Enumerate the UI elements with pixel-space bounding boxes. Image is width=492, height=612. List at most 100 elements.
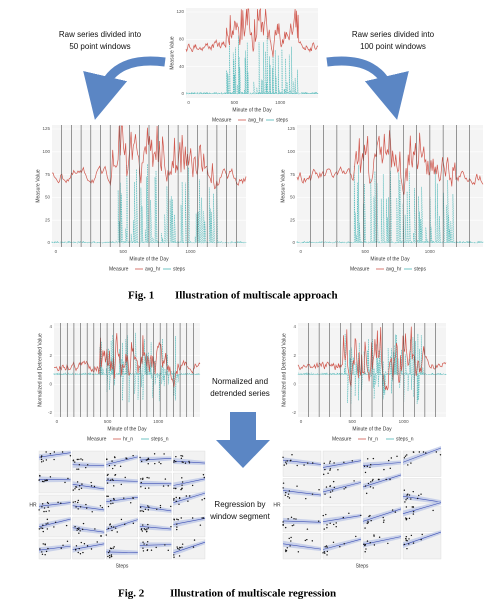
point bbox=[47, 522, 49, 524]
confidence-band bbox=[283, 457, 321, 467]
point bbox=[324, 493, 326, 495]
scatter-grid: HR Steps bbox=[29, 450, 206, 569]
point bbox=[420, 538, 422, 541]
point bbox=[142, 547, 144, 549]
x-tick-label: 1000 bbox=[153, 419, 164, 424]
point bbox=[306, 462, 309, 464]
x-tick-label: 500 bbox=[362, 249, 370, 254]
point bbox=[327, 472, 329, 474]
legend-label: hr_n bbox=[123, 436, 133, 442]
point bbox=[193, 539, 196, 541]
point bbox=[112, 526, 115, 528]
confidence-band bbox=[283, 540, 321, 552]
point bbox=[325, 545, 328, 547]
point bbox=[45, 451, 47, 453]
point bbox=[324, 468, 326, 471]
point bbox=[155, 546, 157, 549]
regression-line bbox=[402, 502, 442, 514]
confidence-band bbox=[403, 493, 441, 505]
point bbox=[77, 551, 79, 554]
regression-line bbox=[402, 447, 442, 463]
point bbox=[363, 543, 365, 545]
confidence-band bbox=[39, 517, 71, 530]
point bbox=[353, 480, 355, 482]
point bbox=[391, 509, 394, 511]
point bbox=[326, 524, 328, 526]
regression-line bbox=[173, 541, 206, 554]
point bbox=[162, 485, 165, 487]
point bbox=[176, 518, 178, 520]
note: Normalized and bbox=[212, 377, 268, 386]
point bbox=[283, 464, 285, 466]
point bbox=[173, 497, 175, 500]
point bbox=[418, 451, 421, 453]
point bbox=[154, 462, 156, 465]
point bbox=[173, 499, 175, 501]
point bbox=[377, 478, 380, 481]
point bbox=[81, 483, 83, 485]
regression-line bbox=[322, 460, 362, 468]
point bbox=[143, 528, 146, 530]
point bbox=[107, 551, 110, 554]
point bbox=[343, 488, 345, 490]
y-tick-label: 120 bbox=[176, 9, 184, 14]
confidence-band bbox=[323, 537, 361, 553]
point bbox=[331, 490, 334, 492]
point bbox=[142, 541, 144, 543]
point bbox=[107, 505, 110, 508]
point bbox=[43, 480, 45, 483]
confidence-band bbox=[72, 461, 105, 468]
point bbox=[44, 543, 46, 545]
point bbox=[311, 493, 314, 495]
point bbox=[188, 462, 191, 464]
point bbox=[74, 461, 76, 463]
confidence-band bbox=[363, 534, 401, 548]
point bbox=[366, 465, 369, 468]
point bbox=[403, 489, 406, 491]
point bbox=[289, 545, 291, 547]
point bbox=[369, 466, 371, 468]
regression-line bbox=[139, 544, 172, 546]
point bbox=[49, 453, 52, 455]
point bbox=[124, 523, 126, 526]
y-tick-label: 100 bbox=[42, 149, 50, 154]
regression-line bbox=[38, 545, 71, 551]
confidence-band bbox=[106, 495, 138, 505]
point bbox=[282, 456, 284, 459]
point bbox=[387, 542, 389, 545]
point bbox=[140, 460, 143, 463]
legend-title: Measure bbox=[332, 436, 352, 442]
point bbox=[403, 543, 406, 546]
confidence-band bbox=[72, 524, 105, 535]
point bbox=[78, 547, 80, 550]
point bbox=[78, 485, 81, 487]
point bbox=[288, 537, 290, 540]
point bbox=[146, 544, 148, 546]
point bbox=[182, 461, 184, 464]
point bbox=[65, 524, 68, 527]
point bbox=[123, 497, 125, 499]
point bbox=[139, 506, 142, 508]
point bbox=[180, 454, 182, 457]
point bbox=[120, 518, 123, 521]
confidence-band bbox=[106, 477, 138, 484]
point bbox=[147, 527, 150, 529]
point bbox=[410, 534, 413, 537]
y-tick-label: 25 bbox=[45, 217, 51, 222]
point bbox=[181, 484, 183, 486]
point bbox=[77, 508, 79, 510]
point bbox=[407, 493, 409, 495]
point bbox=[85, 466, 87, 469]
regression-line bbox=[362, 474, 402, 488]
chart: -2 0 2 4 0 500 1000 Normalized and Detrended Va… bbox=[37, 323, 201, 442]
steps-line bbox=[186, 35, 319, 95]
point bbox=[74, 488, 76, 490]
y-tick-label: 4 bbox=[49, 324, 52, 329]
point bbox=[185, 495, 188, 497]
confidence-band bbox=[39, 450, 71, 461]
point bbox=[367, 482, 370, 485]
point bbox=[49, 476, 52, 478]
point bbox=[108, 464, 111, 467]
chart: 0 25 50 75 100 125 0 500 1000 Measure Value Minute… bbox=[35, 125, 247, 272]
x-axis-label: Minute of the Day bbox=[370, 256, 410, 262]
